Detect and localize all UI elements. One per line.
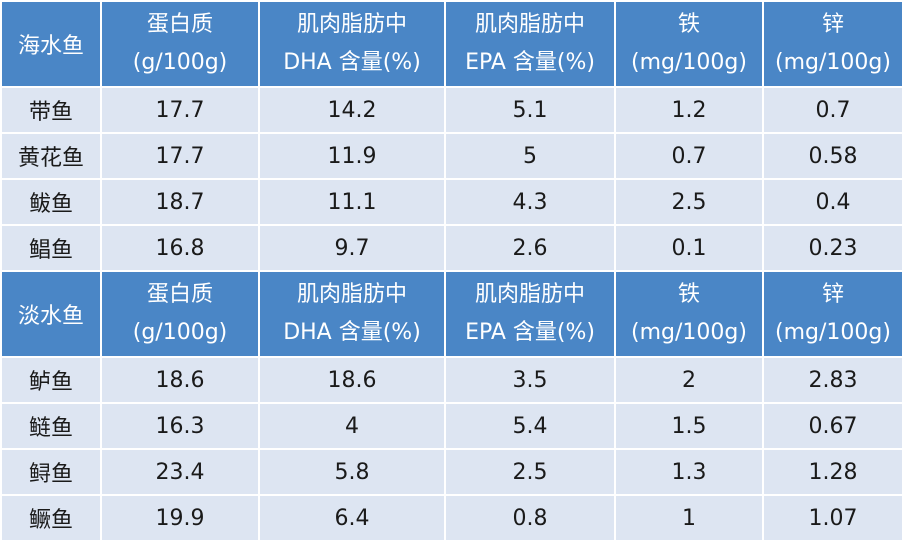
iron-value: 0.1 — [614, 224, 764, 272]
fish-name: 鲢鱼 — [0, 402, 102, 450]
header-iron: 铁 (mg/100g) — [614, 0, 764, 88]
header-iron-line1: 铁 — [677, 282, 700, 307]
iron-value: 1.5 — [614, 402, 764, 450]
header-dha-line1: 肌肉脂肪中 — [296, 12, 407, 37]
table-row: 鲅鱼 18.7 11.1 4.3 2.5 0.4 — [0, 178, 902, 226]
header-epa-line2: EPA 含量(%) — [465, 320, 595, 345]
section-header-row: 海水鱼 蛋白质 (g/100g) 肌肉脂肪中 DHA 含量(%) 肌肉脂肪中 E… — [0, 0, 902, 88]
header-dha-line2: DHA 含量(%) — [283, 50, 421, 75]
zinc-value: 0.67 — [762, 402, 902, 450]
dha-value: 18.6 — [258, 356, 446, 404]
iron-value: 1.3 — [614, 448, 764, 496]
table-row: 带鱼 17.7 14.2 5.1 1.2 0.7 — [0, 86, 902, 134]
zinc-value: 0.58 — [762, 132, 902, 180]
header-zinc-line2: (mg/100g) — [775, 50, 891, 75]
table-row: 鲈鱼 18.6 18.6 3.5 2 2.83 — [0, 356, 902, 404]
header-zinc: 锌 (mg/100g) — [762, 270, 902, 358]
section-header-row: 淡水鱼 蛋白质 (g/100g) 肌肉脂肪中 DHA 含量(%) 肌肉脂肪中 E… — [0, 270, 902, 358]
header-iron-line2: (mg/100g) — [631, 50, 747, 75]
iron-value: 1.2 — [614, 86, 764, 134]
header-dha: 肌肉脂肪中 DHA 含量(%) — [258, 0, 446, 88]
dha-value: 5.8 — [258, 448, 446, 496]
fish-name: 鳜鱼 — [0, 494, 102, 542]
header-protein-line2: (g/100g) — [132, 50, 228, 75]
protein-value: 16.8 — [100, 224, 260, 272]
epa-value: 0.8 — [444, 494, 616, 542]
header-zinc: 锌 (mg/100g) — [762, 0, 902, 88]
header-protein: 蛋白质 (g/100g) — [100, 0, 260, 88]
protein-value: 17.7 — [100, 132, 260, 180]
protein-value: 16.3 — [100, 402, 260, 450]
header-zinc-line1: 锌 — [821, 282, 844, 307]
header-protein-line1: 蛋白质 — [146, 12, 213, 37]
table-row: 黄花鱼 17.7 11.9 5 0.7 0.58 — [0, 132, 902, 180]
group-label: 海水鱼 — [0, 0, 102, 88]
dha-value: 11.9 — [258, 132, 446, 180]
epa-value: 2.6 — [444, 224, 616, 272]
header-dha-line2: DHA 含量(%) — [283, 320, 421, 345]
dha-value: 14.2 — [258, 86, 446, 134]
header-epa-line2: EPA 含量(%) — [465, 50, 595, 75]
header-dha: 肌肉脂肪中 DHA 含量(%) — [258, 270, 446, 358]
table-row: 鲳鱼 16.8 9.7 2.6 0.1 0.23 — [0, 224, 902, 272]
header-protein: 蛋白质 (g/100g) — [100, 270, 260, 358]
fish-name: 鲅鱼 — [0, 178, 102, 226]
zinc-value: 1.28 — [762, 448, 902, 496]
iron-value: 2.5 — [614, 178, 764, 226]
dha-value: 4 — [258, 402, 446, 450]
group-label: 淡水鱼 — [0, 270, 102, 358]
iron-value: 0.7 — [614, 132, 764, 180]
epa-value: 5 — [444, 132, 616, 180]
fish-name: 鲈鱼 — [0, 356, 102, 404]
header-iron: 铁 (mg/100g) — [614, 270, 764, 358]
table-row: 鳜鱼 19.9 6.4 0.8 1 1.07 — [0, 494, 902, 542]
header-epa: 肌肉脂肪中 EPA 含量(%) — [444, 0, 616, 88]
epa-value: 5.4 — [444, 402, 616, 450]
zinc-value: 0.23 — [762, 224, 902, 272]
zinc-value: 1.07 — [762, 494, 902, 542]
zinc-value: 2.83 — [762, 356, 902, 404]
epa-value: 5.1 — [444, 86, 616, 134]
dha-value: 11.1 — [258, 178, 446, 226]
header-zinc-line2: (mg/100g) — [775, 320, 891, 345]
protein-value: 18.7 — [100, 178, 260, 226]
iron-value: 1 — [614, 494, 764, 542]
header-protein-line1: 蛋白质 — [146, 282, 213, 307]
header-dha-line1: 肌肉脂肪中 — [296, 282, 407, 307]
iron-value: 2 — [614, 356, 764, 404]
table-row: 鲟鱼 23.4 5.8 2.5 1.3 1.28 — [0, 448, 902, 496]
fish-name: 鲳鱼 — [0, 224, 102, 272]
header-epa-line1: 肌肉脂肪中 — [474, 282, 585, 307]
dha-value: 9.7 — [258, 224, 446, 272]
dha-value: 6.4 — [258, 494, 446, 542]
epa-value: 3.5 — [444, 356, 616, 404]
zinc-value: 0.7 — [762, 86, 902, 134]
header-iron-line2: (mg/100g) — [631, 320, 747, 345]
zinc-value: 0.4 — [762, 178, 902, 226]
table-row: 鲢鱼 16.3 4 5.4 1.5 0.67 — [0, 402, 902, 450]
fish-name: 黄花鱼 — [0, 132, 102, 180]
protein-value: 23.4 — [100, 448, 260, 496]
epa-value: 4.3 — [444, 178, 616, 226]
header-zinc-line1: 锌 — [821, 12, 844, 37]
protein-value: 17.7 — [100, 86, 260, 134]
header-epa: 肌肉脂肪中 EPA 含量(%) — [444, 270, 616, 358]
header-epa-line1: 肌肉脂肪中 — [474, 12, 585, 37]
protein-value: 18.6 — [100, 356, 260, 404]
fish-name: 鲟鱼 — [0, 448, 102, 496]
protein-value: 19.9 — [100, 494, 260, 542]
epa-value: 2.5 — [444, 448, 616, 496]
header-protein-line2: (g/100g) — [132, 320, 228, 345]
header-iron-line1: 铁 — [677, 12, 700, 37]
fish-name: 带鱼 — [0, 86, 102, 134]
